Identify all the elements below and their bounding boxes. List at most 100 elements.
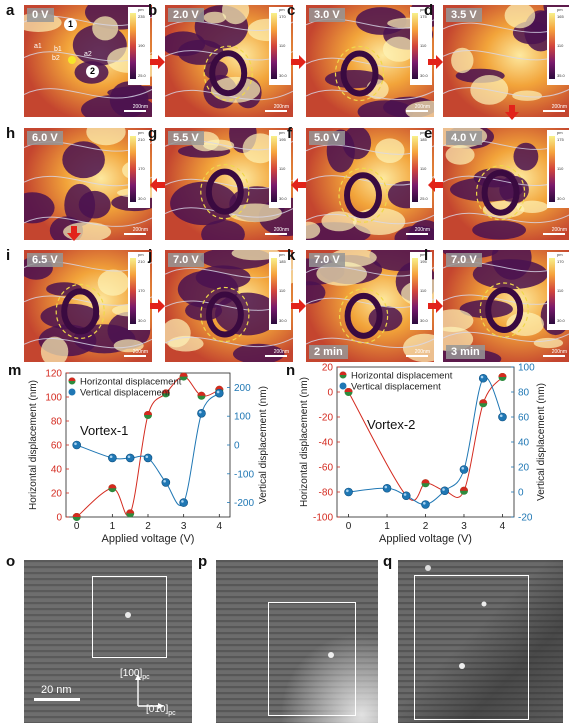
label-b2: b2 xyxy=(52,55,60,62)
pfm-image-f: 5.0 V pm 185 110 25.0 200nm xyxy=(306,128,434,240)
sem-box-p xyxy=(268,602,356,716)
sequence-arrow-icon xyxy=(428,299,443,313)
sequence-arrow-icon xyxy=(428,178,443,192)
y-axis-label: Horizontal displacement (nm) xyxy=(299,377,310,507)
panel-label-d: d xyxy=(424,2,434,19)
data-point xyxy=(478,373,488,383)
data-point-highlight xyxy=(216,390,220,394)
sem-box-q xyxy=(414,575,529,720)
colorbar-gradient xyxy=(549,136,555,202)
colorbar-tick: 170 xyxy=(279,14,286,19)
scale-bar xyxy=(124,355,146,357)
colorbar-tick: 185 xyxy=(279,259,286,264)
voltage-badge: 5.0 V xyxy=(309,131,345,145)
colorbar-gradient xyxy=(412,258,418,324)
data-point-highlight xyxy=(461,467,465,470)
colorbar-unit: pm xyxy=(420,130,426,135)
scale-bar xyxy=(543,355,565,357)
y-tick-label: 80 xyxy=(51,417,63,428)
scale-bar xyxy=(265,233,287,235)
legend-marker xyxy=(68,388,76,396)
colorbar-tick: 30.0 xyxy=(420,318,428,323)
pfm-image-e: 4.0 V pm 175 110 30.0 200nm xyxy=(443,128,569,240)
scale-label: 200nm xyxy=(414,349,430,355)
colorbar-gradient xyxy=(271,13,277,79)
y-tick-label: 0 xyxy=(327,388,333,399)
colorbar-tick: 195 xyxy=(420,259,427,264)
sem-box-o xyxy=(92,576,167,658)
legend-marker xyxy=(339,382,347,390)
colorbar-tick: 110 xyxy=(420,166,427,171)
sequence-arrow-icon xyxy=(428,55,443,69)
colorbar: pm 185 110 25.0 xyxy=(410,130,432,208)
colorbar: pm 165 110 35.0 xyxy=(547,7,569,85)
colorbar-unit: pm xyxy=(420,7,426,12)
pfm-image-k: 7.0 V 2 min pm 195 110 30.0 200nm xyxy=(306,250,434,362)
label-a2: a2 xyxy=(84,51,92,58)
pfm-image-b: 2.0 V pm 170 110 30.0 200nm xyxy=(165,5,293,117)
y-tick-label: 40 xyxy=(51,465,63,476)
x-tick-label: 2 xyxy=(423,521,429,532)
colorbar-tick: 195 xyxy=(279,137,286,142)
scale-bar xyxy=(124,110,146,112)
y-tick-label: 20 xyxy=(51,489,63,500)
colorbar-tick: 30.0 xyxy=(279,196,287,201)
voltage-badge: 2.0 V xyxy=(168,8,204,22)
data-point-highlight xyxy=(145,455,149,459)
colorbar: pm 175 110 30.0 xyxy=(410,7,432,85)
x-tick-label: 3 xyxy=(461,521,467,532)
panel-label-i: i xyxy=(6,247,11,264)
sequence-arrow-icon xyxy=(150,178,165,192)
colorbar-tick: 25.0 xyxy=(138,73,146,78)
colorbar-tick: 25.0 xyxy=(420,196,428,201)
colorbar-tick: 110 xyxy=(557,288,564,293)
legend-marker-cap xyxy=(68,377,76,381)
data-point-cap xyxy=(344,388,353,392)
y2-tick-label: 40 xyxy=(518,438,530,449)
data-point xyxy=(215,388,224,398)
y-tick-label: -100 xyxy=(313,513,333,524)
y2-axis-label: Vertical displacement (nm) xyxy=(536,383,547,501)
colorbar-unit: pm xyxy=(279,252,285,257)
scale-bar xyxy=(265,355,287,357)
scale-label: 200nm xyxy=(414,104,430,110)
sequence-arrow-icon xyxy=(291,299,306,313)
colorbar-unit: pm xyxy=(557,7,563,12)
y-tick-label: -60 xyxy=(319,463,334,474)
x-axis-label: Applied voltage (V) xyxy=(379,533,472,545)
y-tick-label: 60 xyxy=(51,441,63,452)
panel-label-f: f xyxy=(287,125,292,142)
voltage-badge: 3.5 V xyxy=(446,8,482,22)
data-point xyxy=(498,412,507,422)
scale-label: 200nm xyxy=(414,227,430,233)
colorbar-tick: 190 xyxy=(138,43,145,48)
colorbar-tick: 110 xyxy=(557,166,564,171)
voltage-badge: 7.0 V xyxy=(309,253,345,267)
sequence-arrow-icon xyxy=(291,178,306,192)
colorbar: pm 170 110 30.0 xyxy=(269,7,291,85)
pfm-image-g: 5.5 V pm 195 110 30.0 200nm xyxy=(165,128,293,240)
colorbar-gradient xyxy=(271,136,277,202)
y2-tick-label: -200 xyxy=(234,498,254,509)
y2-tick-label: 0 xyxy=(518,488,524,499)
panel-label-a: a xyxy=(6,2,15,19)
sequence-arrow-icon xyxy=(150,299,165,313)
data-point xyxy=(344,487,353,497)
data-point-cap xyxy=(459,486,468,491)
data-point-highlight xyxy=(423,502,426,505)
scale-label: 200nm xyxy=(273,349,289,355)
legend-label: Vertical displacement xyxy=(351,382,441,393)
time-badge: 3 min xyxy=(446,345,485,359)
y2-tick-label: -20 xyxy=(518,513,533,524)
sem-scale-label: 20 nm xyxy=(41,684,72,696)
data-point-highlight xyxy=(480,375,484,379)
data-point-highlight xyxy=(198,410,202,414)
colorbar-tick: 170 xyxy=(138,166,145,171)
data-point-highlight xyxy=(499,414,503,418)
y2-tick-label: 20 xyxy=(518,463,530,474)
voltage-badge: 7.0 V xyxy=(168,253,204,267)
scale-bar xyxy=(543,110,565,112)
panel-label-e: e xyxy=(424,125,433,142)
colorbar: pm 210 170 30.0 xyxy=(128,130,150,208)
